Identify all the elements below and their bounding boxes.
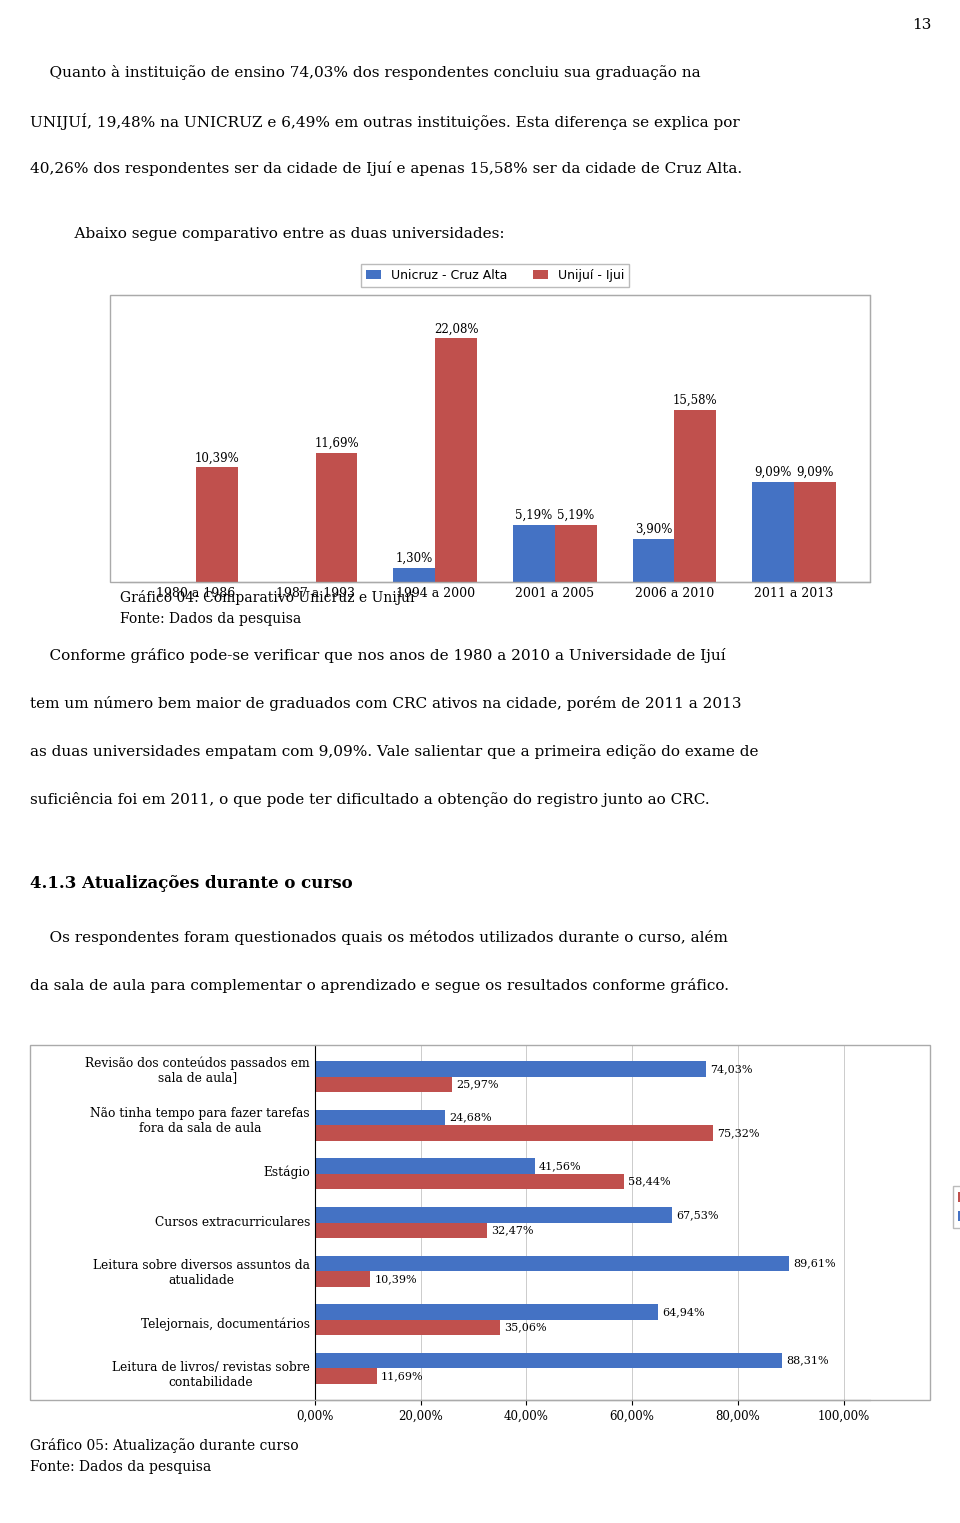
Text: 40,26% dos respondentes ser da cidade de Ijuí e apenas 15,58% ser da cidade de C: 40,26% dos respondentes ser da cidade de… — [30, 161, 742, 177]
Bar — [315, 1206, 672, 1223]
Text: 41,56%: 41,56% — [539, 1161, 582, 1171]
Text: 22,08%: 22,08% — [434, 323, 478, 335]
Text: 3,90%: 3,90% — [635, 524, 672, 536]
Text: Cursos extracurriculares: Cursos extracurriculares — [155, 1215, 310, 1229]
Bar — [315, 1062, 707, 1077]
Bar — [196, 468, 238, 582]
Text: tem um número bem maior de graduados com CRC ativos na cidade, porém de 2011 a 2: tem um número bem maior de graduados com… — [30, 696, 741, 711]
Bar — [316, 452, 357, 582]
Text: 5,19%: 5,19% — [516, 509, 553, 522]
Bar — [315, 1272, 370, 1287]
Text: 67,53%: 67,53% — [676, 1209, 719, 1220]
Bar — [435, 338, 477, 582]
Text: 10,39%: 10,39% — [374, 1273, 417, 1284]
Text: 35,06%: 35,06% — [505, 1322, 547, 1333]
Text: Estágio: Estágio — [263, 1165, 310, 1179]
Text: 58,44%: 58,44% — [628, 1177, 671, 1186]
Text: da sala de aula para complementar o aprendizado e segue os resultados conforme g: da sala de aula para complementar o apre… — [30, 978, 729, 993]
Text: Revisão dos conteúdos passados em
sala de aula]: Revisão dos conteúdos passados em sala d… — [85, 1055, 310, 1084]
Text: 5,19%: 5,19% — [557, 509, 594, 522]
Text: Gráfico 05: Atualização durante curso
Fonte: Dados da pesquisa: Gráfico 05: Atualização durante curso Fo… — [30, 1438, 299, 1474]
Text: Telejornais, documentários: Telejornais, documentários — [141, 1317, 310, 1331]
Bar — [315, 1125, 713, 1141]
Text: 74,03%: 74,03% — [710, 1065, 753, 1074]
Text: suficiência foi em 2011, o que pode ter dificultado a obtenção do registro junto: suficiência foi em 2011, o que pode ter … — [30, 792, 709, 807]
Text: 64,94%: 64,94% — [662, 1307, 705, 1317]
Text: 11,69%: 11,69% — [314, 437, 359, 451]
Text: UNIJUÍ, 19,48% na UNICRUZ e 6,49% em outras instituições. Esta diferença se expl: UNIJUÍ, 19,48% na UNICRUZ e 6,49% em out… — [30, 113, 740, 129]
Text: Conforme gráfico pode-se verificar que nos anos de 1980 a 2010 a Universidade de: Conforme gráfico pode-se verificar que n… — [30, 647, 726, 663]
Text: 75,32%: 75,32% — [717, 1129, 760, 1138]
Bar — [315, 1304, 659, 1320]
Bar — [394, 568, 435, 582]
Text: 9,09%: 9,09% — [755, 466, 792, 478]
Text: 88,31%: 88,31% — [786, 1355, 828, 1366]
Text: Quanto à instituição de ensino 74,03% dos respondentes concluiu sua graduação na: Quanto à instituição de ensino 74,03% do… — [30, 65, 701, 81]
Bar — [794, 481, 836, 582]
Text: 89,61%: 89,61% — [793, 1258, 835, 1269]
Bar — [315, 1320, 500, 1336]
Bar — [753, 481, 794, 582]
Text: 9,09%: 9,09% — [796, 466, 833, 478]
Text: Leitura de livros/ revistas sobre
contabilidade: Leitura de livros/ revistas sobre contab… — [112, 1360, 310, 1389]
Text: 24,68%: 24,68% — [449, 1112, 492, 1122]
Text: as duas universidades empatam com 9,09%. Vale salientar que a primeira edição do: as duas universidades empatam com 9,09%.… — [30, 745, 758, 758]
Text: 1,30%: 1,30% — [396, 551, 433, 565]
Text: Os respondentes foram questionados quais os métodos utilizados durante o curso, : Os respondentes foram questionados quais… — [30, 931, 728, 944]
Bar — [315, 1352, 781, 1368]
Bar — [315, 1110, 445, 1125]
Legend: Unicruz - Cruz Alta, Unijuí - Ijui: Unicruz - Cruz Alta, Unijuí - Ijui — [361, 263, 629, 286]
Text: 13: 13 — [912, 18, 931, 32]
Text: Leitura sobre diversos assuntos da
atualidade: Leitura sobre diversos assuntos da atual… — [93, 1260, 310, 1287]
Bar — [315, 1174, 624, 1189]
Bar — [633, 539, 675, 582]
Text: Gráfico 04: Comparativo Unicruz e Unijuí
Fonte: Dados da pesquisa: Gráfico 04: Comparativo Unicruz e Unijuí… — [120, 589, 415, 626]
Text: 32,47%: 32,47% — [491, 1226, 534, 1235]
Legend: Não concordo, Concordo: Não concordo, Concordo — [953, 1186, 960, 1229]
Bar — [315, 1255, 789, 1272]
Bar — [513, 525, 555, 582]
Text: Não tinha tempo para fazer tarefas
fora da sala de aula: Não tinha tempo para fazer tarefas fora … — [90, 1107, 310, 1135]
Bar — [315, 1223, 487, 1238]
Bar — [315, 1368, 376, 1384]
Bar — [315, 1159, 535, 1174]
Text: 11,69%: 11,69% — [381, 1371, 423, 1381]
Bar — [555, 525, 597, 582]
Text: 15,58%: 15,58% — [673, 394, 718, 407]
Text: Abaixo segue comparativo entre as duas universidades:: Abaixo segue comparativo entre as duas u… — [55, 227, 505, 241]
Text: 4.1.3 Atualizações durante o curso: 4.1.3 Atualizações durante o curso — [30, 876, 352, 892]
Text: 10,39%: 10,39% — [195, 451, 239, 465]
Text: 25,97%: 25,97% — [457, 1080, 499, 1089]
Bar — [675, 410, 716, 582]
Bar — [315, 1077, 452, 1092]
